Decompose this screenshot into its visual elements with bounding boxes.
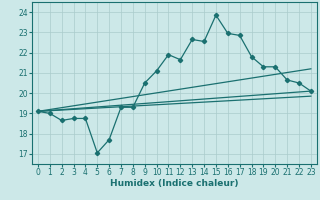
- X-axis label: Humidex (Indice chaleur): Humidex (Indice chaleur): [110, 179, 239, 188]
